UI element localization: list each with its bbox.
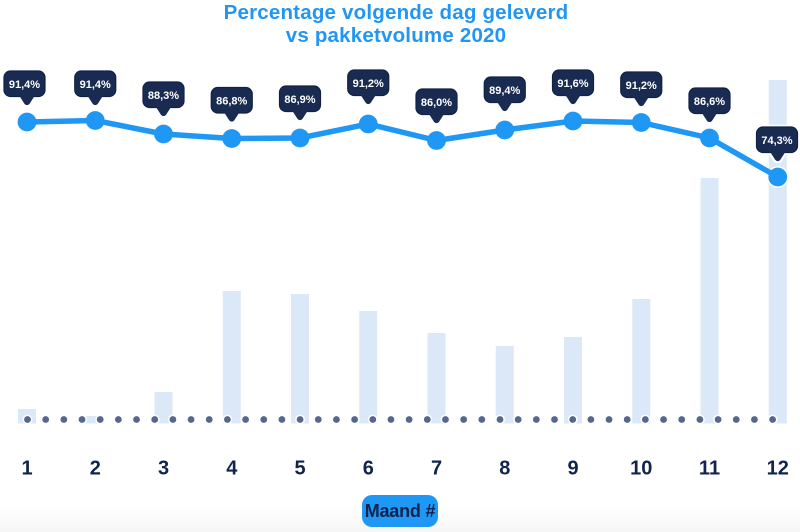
svg-text:89,4%: 89,4% [489, 85, 520, 97]
svg-text:1: 1 [21, 458, 32, 480]
svg-text:11: 11 [699, 458, 720, 480]
svg-text:91,2%: 91,2% [626, 80, 657, 92]
svg-text:91,2%: 91,2% [353, 78, 384, 90]
svg-text:91,4%: 91,4% [9, 79, 40, 91]
svg-text:86,6%: 86,6% [694, 96, 725, 108]
svg-text:88,3%: 88,3% [148, 90, 179, 102]
svg-text:8: 8 [499, 458, 510, 480]
svg-text:74,3%: 74,3% [761, 135, 792, 147]
svg-text:3: 3 [158, 458, 169, 480]
svg-text:5: 5 [294, 458, 305, 480]
svg-text:6: 6 [363, 458, 374, 480]
svg-text:91,4%: 91,4% [80, 79, 111, 91]
svg-text:86,0%: 86,0% [421, 97, 452, 109]
svg-text:7: 7 [431, 458, 442, 480]
svg-text:9: 9 [567, 458, 578, 480]
svg-text:2: 2 [90, 458, 101, 480]
svg-text:86,8%: 86,8% [216, 96, 247, 108]
svg-text:86,9%: 86,9% [284, 94, 315, 106]
svg-text:12: 12 [767, 458, 789, 480]
svg-text:91,6%: 91,6% [557, 78, 588, 90]
svg-text:4: 4 [226, 458, 238, 480]
svg-text:10: 10 [630, 458, 652, 480]
